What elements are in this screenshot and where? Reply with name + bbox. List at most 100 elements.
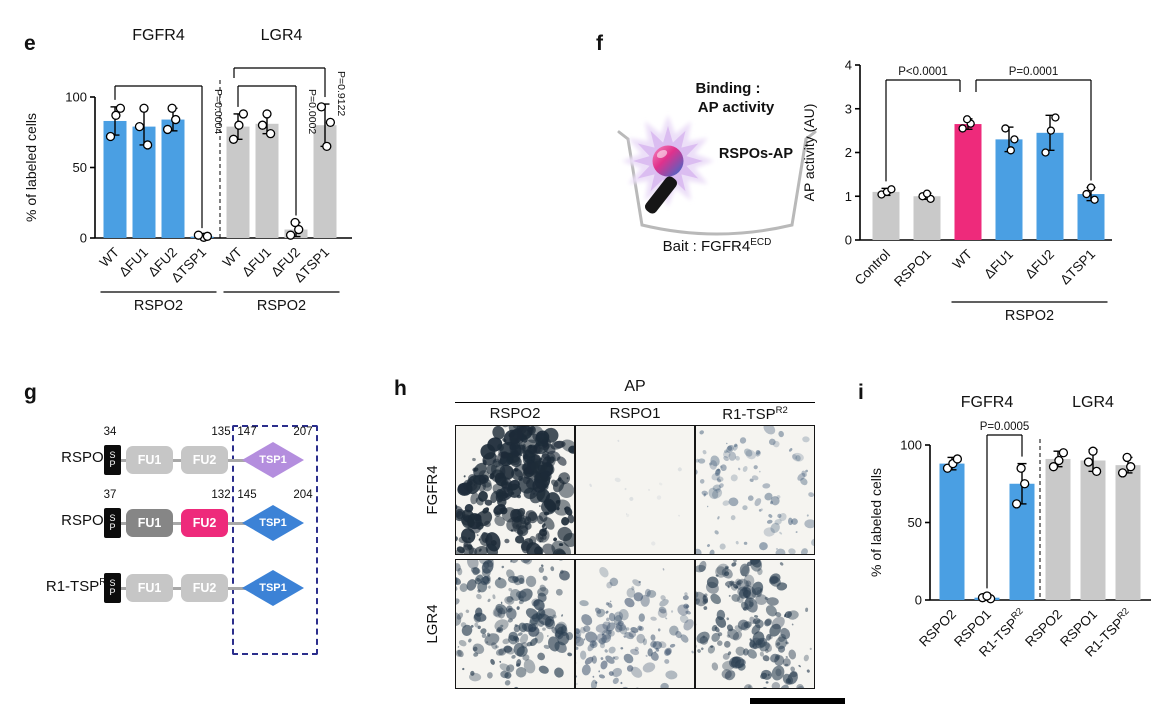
bar — [872, 191, 900, 240]
receptor-title: LGR4 — [261, 27, 303, 44]
micrograph-lgr4-col2 — [575, 559, 695, 689]
micrograph-fgfr4-col3 — [695, 425, 815, 555]
y-tick-label: 100 — [900, 438, 922, 453]
bar — [313, 125, 337, 238]
data-point — [115, 103, 126, 113]
assay-dish — [626, 137, 808, 236]
receptor-title: FGFR4 — [961, 394, 1014, 411]
x-tick-label: ΔTSP1 — [1057, 247, 1098, 288]
y-tick-label: 4 — [845, 58, 852, 73]
receptor-title: LGR4 — [1072, 394, 1114, 411]
data-point — [1011, 499, 1022, 509]
data-point — [234, 120, 244, 130]
residue-number: 132 — [211, 489, 231, 501]
data-point — [325, 117, 336, 128]
protein-name: RSPO1 — [61, 449, 112, 466]
residue-number: 204 — [293, 489, 313, 501]
data-point — [202, 231, 213, 241]
data-point — [1082, 189, 1091, 199]
data-point — [1091, 466, 1102, 476]
data-point — [1006, 146, 1015, 155]
data-point — [1126, 462, 1136, 472]
x-tick-label: RSPO2 — [1022, 607, 1065, 650]
y-tick-label: 0 — [80, 231, 87, 246]
data-point — [1090, 195, 1099, 204]
bar — [226, 126, 250, 238]
scale-bar — [750, 698, 845, 704]
data-point — [887, 185, 896, 194]
data-point — [294, 224, 304, 235]
x-tick-label: ΔFU1 — [239, 245, 274, 280]
col-header-rspo2: RSPO2 — [489, 405, 541, 422]
residue-number: 135 — [211, 426, 231, 438]
binding-label-line1: Binding : — [696, 80, 761, 97]
data-point — [105, 131, 116, 142]
bait-label: Bait : FGFR4ECD — [663, 237, 772, 255]
row-header-lgr4: LGR4 — [424, 604, 441, 644]
binding-assay-schematic: Binding : AP activity RSPOs-AP Bait : FG… — [617, 80, 817, 255]
residue-number: 37 — [103, 489, 117, 501]
panel-i-label: i — [858, 381, 864, 404]
row-header-fgfr4: FGFR4 — [424, 465, 441, 515]
panel-g-label: g — [24, 381, 37, 404]
residue-number: 147 — [237, 426, 257, 438]
data-point — [322, 141, 332, 151]
data-point — [1041, 148, 1050, 157]
ap-enzyme-rod — [644, 176, 678, 214]
group-label: RSPO2 — [257, 298, 306, 314]
x-tick-label: RSPO1 — [891, 247, 934, 290]
data-point — [265, 129, 276, 139]
tsp1-highlight-box — [232, 425, 318, 655]
data-point — [257, 120, 268, 130]
y-axis-title: % of labeled cells — [23, 113, 39, 222]
micrograph-fgfr4-col1 — [455, 425, 575, 555]
col-header-rspo1: RSPO1 — [609, 405, 661, 422]
data-point — [142, 140, 153, 150]
data-point — [1016, 463, 1026, 473]
protein-name: RSPO2 — [61, 512, 112, 529]
p-value: P<0.0001 — [898, 66, 948, 78]
data-point — [162, 124, 173, 135]
probe-label: RSPOs-AP — [719, 146, 793, 162]
bar — [161, 119, 185, 238]
p-value: P=0.0002 — [306, 89, 318, 134]
data-point — [1051, 113, 1060, 122]
p-value: P=0.0005 — [980, 421, 1030, 433]
micrograph-lgr4-col3 — [695, 559, 815, 689]
fu2-domain-box: FU2 — [181, 509, 228, 537]
y-tick-label: 1 — [845, 189, 852, 204]
y-axis-title: AP activity (AU) — [801, 104, 817, 202]
data-point — [1088, 446, 1098, 456]
dish-rim-left — [617, 130, 630, 141]
binding-label-line2: AP activity — [698, 99, 775, 116]
bar — [132, 126, 156, 238]
protein-name: R1-TSPR2 — [45, 577, 112, 595]
micrograph-fgfr4-col2 — [575, 425, 695, 555]
data-point — [1001, 124, 1010, 133]
p-value: P=0.9122 — [335, 71, 347, 116]
data-point — [1046, 126, 1056, 135]
data-point — [238, 109, 249, 119]
fu2-domain-box: FU2 — [181, 446, 228, 474]
y-tick-label: 50 — [73, 160, 87, 175]
bar — [1115, 465, 1141, 600]
panel-h-label: h — [394, 377, 407, 400]
data-point — [139, 103, 149, 113]
ap-title-underline — [455, 402, 815, 403]
group-label: RSPO2 — [134, 298, 183, 314]
data-point — [262, 109, 272, 119]
data-point — [1086, 183, 1096, 192]
data-point — [982, 591, 992, 601]
data-point — [111, 110, 121, 120]
domain-architecture-diagram: RSPO1 S P FU1 FU2 TSP1 34 135 147 207 RSPO2 S P FU1 FU… — [20, 395, 392, 695]
data-point — [1122, 452, 1132, 463]
residue-number: 207 — [293, 426, 313, 438]
data-point — [1020, 479, 1030, 489]
data-point — [958, 124, 967, 133]
data-point — [1058, 448, 1069, 458]
ap-title: AP — [624, 378, 646, 395]
